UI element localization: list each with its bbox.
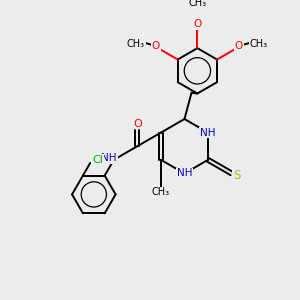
Text: CH₃: CH₃ — [127, 39, 145, 49]
Text: CH₃: CH₃ — [250, 39, 268, 49]
Text: Cl: Cl — [92, 155, 103, 165]
Text: O: O — [152, 41, 160, 51]
Text: CH₃: CH₃ — [152, 188, 170, 197]
Text: NH: NH — [200, 128, 216, 138]
Text: NH: NH — [177, 168, 192, 178]
Text: O: O — [133, 118, 142, 129]
Text: NH: NH — [101, 153, 117, 163]
Text: S: S — [233, 169, 241, 182]
Text: O: O — [193, 19, 202, 29]
Text: CH₃: CH₃ — [188, 0, 206, 8]
Text: O: O — [235, 41, 243, 51]
